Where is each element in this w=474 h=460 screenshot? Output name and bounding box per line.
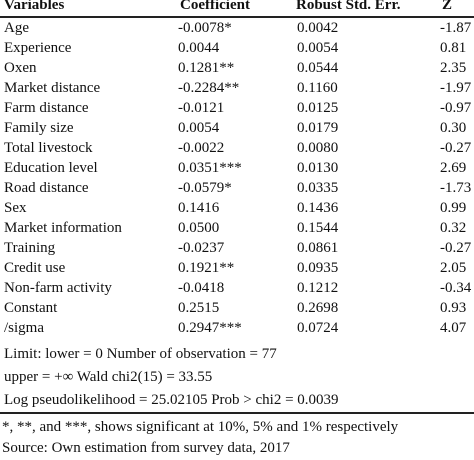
z-cell: 0.30 [440, 120, 467, 136]
coefficient-cell: 0.2947*** [178, 320, 242, 336]
coefficient-cell: -0.0579* [178, 180, 232, 196]
stats-text: upper = +∞ Wald chi2(15) = 33.55 [4, 369, 213, 385]
variable-cell: /sigma [4, 320, 44, 336]
z-cell: -1.73 [440, 180, 472, 196]
variable-cell: Farm distance [4, 100, 89, 116]
stats-line-limits: Limit: lower = 0 Number of observation =… [0, 343, 474, 366]
stats-line-wald: upper = +∞ Wald chi2(15) = 33.55 [0, 366, 474, 389]
z-cell: -0.27 [440, 240, 472, 256]
table-row: Market information 0.0500 0.1544 0.32 [0, 218, 474, 238]
coefficient-cell: 0.0054 [178, 120, 220, 136]
coefficient-cell: -0.0237 [178, 240, 225, 256]
table-row: Age -0.0078* 0.0042 -1.87 [0, 18, 474, 38]
table-row: Education level 0.0351*** 0.0130 2.69 [0, 158, 474, 178]
coefficient-cell: 0.0500 [178, 220, 220, 236]
variable-cell: Total livestock [4, 140, 93, 156]
table-row: Farm distance -0.0121 0.0125 -0.97 [0, 98, 474, 118]
stats-text: Log pseudolikelihood = 25.02105 Prob > c… [4, 392, 339, 408]
z-cell: 4.07 [440, 320, 467, 336]
std-err-cell: 0.1160 [297, 80, 338, 96]
table-row: Sex 0.1416 0.1436 0.99 [0, 198, 474, 218]
variable-cell: Credit use [4, 260, 66, 276]
z-cell: 0.81 [440, 40, 467, 56]
std-err-cell: 0.0054 [297, 40, 339, 56]
table-row: Non-farm activity -0.0418 0.1212 -0.34 [0, 278, 474, 298]
z-cell: 0.99 [440, 200, 467, 216]
std-err-cell: 0.0935 [297, 260, 339, 276]
header-variables: Variables [4, 0, 65, 13]
z-cell: -0.34 [440, 280, 472, 296]
stats-text: Limit: lower = 0 Number of observation =… [4, 346, 277, 362]
regression-table: Variables Coefficient Robust Std. Err. Z… [0, 0, 474, 338]
stats-line-likelihood: Log pseudolikelihood = 25.02105 Prob > c… [0, 389, 474, 412]
std-err-cell: 0.1544 [297, 220, 339, 236]
z-cell: 2.69 [440, 160, 467, 176]
coefficient-cell: -0.0022 [178, 140, 225, 156]
variable-cell: Training [4, 240, 56, 256]
header-robust-std-err: Robust Std. Err. [296, 0, 401, 13]
variable-cell: Oxen [4, 60, 37, 76]
std-err-cell: 0.1436 [297, 200, 339, 216]
coefficient-cell: -0.0078* [178, 20, 232, 36]
variable-cell: Constant [4, 300, 58, 316]
std-err-cell: 0.2698 [297, 300, 339, 316]
table-row: Market distance -0.2284** 0.1160 -1.97 [0, 78, 474, 98]
std-err-cell: 0.0544 [297, 60, 339, 76]
variable-cell: Market distance [4, 80, 101, 96]
significance-note-text: *, **, and ***, shows significant at 10%… [2, 419, 399, 435]
table-row: /sigma 0.2947*** 0.0724 4.07 [0, 318, 474, 338]
variable-cell: Education level [4, 160, 98, 176]
coefficient-cell: 0.0351*** [178, 160, 242, 176]
z-cell: -0.97 [440, 100, 472, 116]
table-header-row: Variables Coefficient Robust Std. Err. Z [0, 0, 474, 18]
table-row: Credit use 0.1921** 0.0935 2.05 [0, 258, 474, 278]
table-row: Total livestock -0.0022 0.0080 -0.27 [0, 138, 474, 158]
table-row: Experience 0.0044 0.0054 0.81 [0, 38, 474, 58]
z-cell: 2.05 [440, 260, 467, 276]
coefficient-cell: 0.1281** [178, 60, 235, 76]
variable-cell: Road distance [4, 180, 89, 196]
header-coefficient: Coefficient [180, 0, 250, 13]
source-note-text: Source: Own estimation from survey data,… [2, 440, 290, 456]
variable-cell: Experience [4, 40, 72, 56]
source-note: Source: Own estimation from survey data,… [0, 438, 474, 459]
std-err-cell: 0.0724 [297, 320, 339, 336]
z-cell: -0.27 [440, 140, 472, 156]
std-err-cell: 0.0179 [297, 120, 339, 136]
footnotes: *, **, and ***, shows significant at 10%… [0, 417, 474, 459]
table-row: Road distance -0.0579* 0.0335 -1.73 [0, 178, 474, 198]
model-statistics: Limit: lower = 0 Number of observation =… [0, 343, 474, 414]
variable-cell: Family size [4, 120, 74, 136]
coefficient-cell: 0.2515 [178, 300, 220, 316]
table-row: Family size 0.0054 0.0179 0.30 [0, 118, 474, 138]
table-row: Oxen 0.1281** 0.0544 2.35 [0, 58, 474, 78]
z-cell: -1.97 [440, 80, 472, 96]
variable-cell: Age [4, 20, 29, 36]
variable-cell: Sex [4, 200, 27, 216]
z-cell: 0.32 [440, 220, 467, 236]
coefficient-cell: -0.0418 [178, 280, 225, 296]
coefficient-cell: -0.2284** [178, 80, 240, 96]
coefficient-cell: 0.0044 [178, 40, 220, 56]
table-row: Training -0.0237 0.0861 -0.27 [0, 238, 474, 258]
std-err-cell: 0.0125 [297, 100, 339, 116]
variable-cell: Non-farm activity [4, 280, 112, 296]
std-err-cell: 0.1212 [297, 280, 339, 296]
significance-note: *, **, and ***, shows significant at 10%… [0, 417, 474, 438]
std-err-cell: 0.0861 [297, 240, 339, 256]
z-cell: 2.35 [440, 60, 467, 76]
coefficient-cell: 0.1416 [178, 200, 220, 216]
std-err-cell: 0.0080 [297, 140, 339, 156]
variable-cell: Market information [4, 220, 122, 236]
std-err-cell: 0.0130 [297, 160, 339, 176]
coefficient-cell: 0.1921** [178, 260, 235, 276]
std-err-cell: 0.0042 [297, 20, 339, 36]
table-row: Constant 0.2515 0.2698 0.93 [0, 298, 474, 318]
coefficient-cell: -0.0121 [178, 100, 225, 116]
header-z: Z [442, 0, 453, 13]
std-err-cell: 0.0335 [297, 180, 339, 196]
z-cell: -1.87 [440, 20, 472, 36]
z-cell: 0.93 [440, 300, 467, 316]
